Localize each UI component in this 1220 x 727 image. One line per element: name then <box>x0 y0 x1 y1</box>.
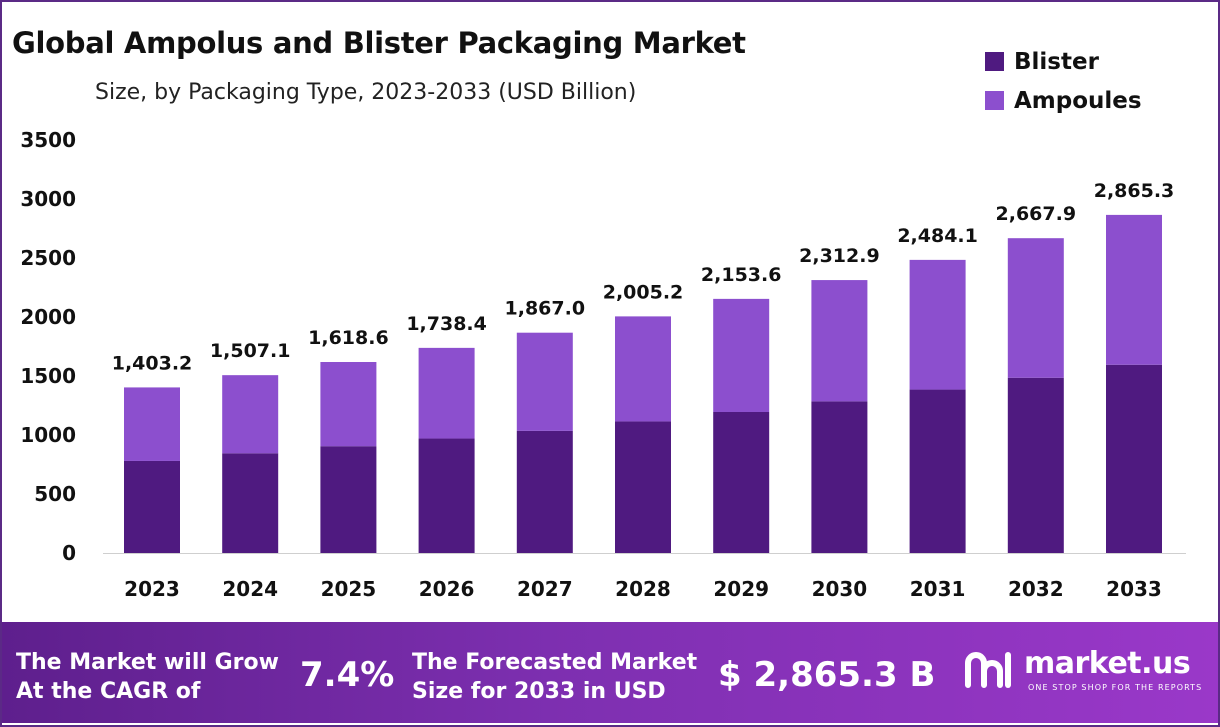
legend-swatch-blister <box>985 52 1004 71</box>
bar-ampoules-2027 <box>516 332 573 431</box>
bar-blister-2024 <box>222 453 279 553</box>
y-tick-label-1500: 1500 <box>20 364 76 388</box>
forecast-label-line1: The Forecasted Market <box>412 650 698 675</box>
bar-ampoules-2023 <box>124 387 180 461</box>
x-tick-label-2023: 2023 <box>124 577 180 601</box>
data-label-2025: 1,618.6 <box>308 327 389 349</box>
stacked-bar-chart: 0 500 1000 1500 2000 2500 3000 3500 1,403.2 2023 1… <box>20 128 1186 601</box>
data-label-2028: 2,005.2 <box>603 281 684 303</box>
x-tick-label-2027: 2027 <box>517 577 573 601</box>
y-tick-label-2000: 2000 <box>20 305 76 329</box>
legend-label-blister: Blister <box>1014 48 1099 75</box>
x-tick-label-2033: 2033 <box>1106 577 1162 601</box>
x-tick-label-2025: 2025 <box>321 577 377 601</box>
data-label-2032: 2,667.9 <box>996 203 1077 225</box>
footer-banner: The Market will Grow At the CAGR of 7.4%… <box>2 622 1218 723</box>
data-label-2029: 2,153.6 <box>701 264 782 286</box>
x-tick-label-2026: 2026 <box>419 577 475 601</box>
brand-name: market.us <box>1024 646 1191 681</box>
bar-ampoules-2024 <box>222 375 279 454</box>
bar-ampoules-2029 <box>713 298 770 412</box>
bar-blister-2031 <box>909 389 966 553</box>
cagr-label: The Market will Grow At the CAGR of <box>16 648 279 706</box>
bar-ampoules-2025 <box>320 362 377 447</box>
bar-blister-2033 <box>1106 364 1162 553</box>
bar-blister-2023 <box>124 460 180 553</box>
forecast-value: $ 2,865.3 B <box>718 655 936 695</box>
x-tick-label-2032: 2032 <box>1008 577 1064 601</box>
data-label-2023: 1,403.2 <box>112 352 193 374</box>
y-tick-label-1000: 1000 <box>20 423 76 447</box>
legend: Blister Ampoules <box>985 42 1142 120</box>
chart-title: Global Ampolus and Blister Packaging Mar… <box>12 26 746 60</box>
cagr-label-line1: The Market will Grow <box>16 650 279 675</box>
legend-item-ampoules: Ampoules <box>985 81 1142 120</box>
y-tick-label-0: 0 <box>62 541 76 565</box>
data-label-2024: 1,507.1 <box>210 340 291 362</box>
bar-ampoules-2026 <box>418 347 475 439</box>
bar-ampoules-2032 <box>1007 238 1064 378</box>
data-label-2027: 1,867.0 <box>505 298 586 320</box>
x-tick-label-2029: 2029 <box>713 577 769 601</box>
market-us-logo-icon <box>965 652 1011 688</box>
bar-blister-2026 <box>418 438 475 553</box>
x-tick-label-2030: 2030 <box>812 577 868 601</box>
data-label-2033: 2,865.3 <box>1094 180 1175 202</box>
y-tick-label-3500: 3500 <box>20 128 76 152</box>
chart-subtitle: Size, by Packaging Type, 2023-2033 (USD … <box>95 80 637 105</box>
bar-blister-2029 <box>713 411 770 553</box>
y-tick-label-500: 500 <box>34 482 76 506</box>
legend-swatch-ampoules <box>985 91 1004 110</box>
bar-blister-2027 <box>516 430 573 553</box>
cagr-value: 7.4% <box>300 655 395 695</box>
bar-ampoules-2031 <box>909 259 966 390</box>
x-tick-label-2028: 2028 <box>615 577 671 601</box>
cagr-label-line2: At the CAGR of <box>16 679 201 704</box>
bar-blister-2028 <box>615 421 671 553</box>
x-tick-label-2024: 2024 <box>222 577 278 601</box>
bar-ampoules-2030 <box>811 280 868 402</box>
bar-ampoules-2028 <box>615 316 671 422</box>
y-tick-label-3000: 3000 <box>20 187 76 211</box>
data-label-2030: 2,312.9 <box>799 245 880 267</box>
forecast-label-line2: Size for 2033 in USD <box>412 679 666 704</box>
brand-tagline: ONE STOP SHOP FOR THE REPORTS <box>1028 683 1203 692</box>
data-label-2026: 1,738.4 <box>406 313 487 335</box>
legend-label-ampoules: Ampoules <box>1014 87 1142 114</box>
x-tick-label-2031: 2031 <box>910 577 966 601</box>
bar-blister-2025 <box>320 446 377 553</box>
bar-blister-2030 <box>811 401 868 553</box>
bar-ampoules-2033 <box>1106 214 1162 365</box>
forecast-label: The Forecasted Market Size for 2033 in U… <box>412 648 697 706</box>
y-tick-label-2500: 2500 <box>20 246 76 270</box>
data-label-2031: 2,484.1 <box>897 225 978 247</box>
bar-blister-2032 <box>1007 377 1064 553</box>
legend-item-blister: Blister <box>985 42 1142 81</box>
